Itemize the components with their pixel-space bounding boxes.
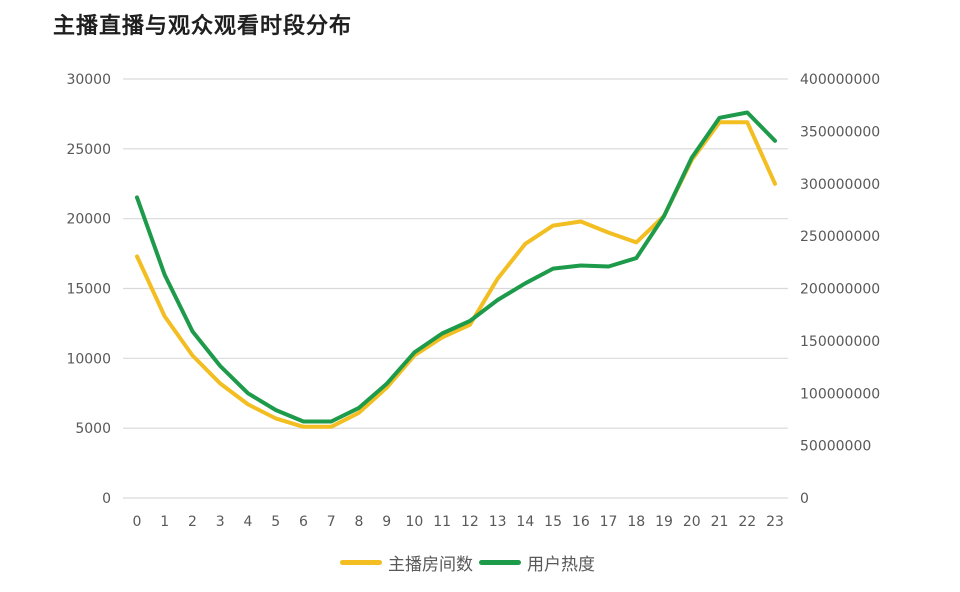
x-tick-label: 19 [655,514,673,530]
x-tick-label: 16 [572,514,590,530]
x-tick-label: 4 [243,514,252,530]
y-right-tick-label: 250000000 [800,229,880,245]
y-left-tick-label: 25000 [66,142,111,158]
chart-title: 主播直播与观众观看时段分布 [53,14,353,39]
legend-label-rooms: 主播房间数 [388,555,473,575]
x-tick-label: 10 [405,514,423,530]
y-left-tick-label: 30000 [66,72,111,88]
legend-swatch-green-icon [479,560,521,565]
x-tick-label: 13 [489,514,507,530]
x-tick-label: 9 [382,514,391,530]
y-right-tick-label: 50000000 [800,439,871,455]
x-tick-label: 14 [516,514,534,530]
y-right-tick-label: 300000000 [800,177,880,193]
x-tick-label: 6 [299,514,308,530]
y-left-tick-label: 10000 [66,351,111,367]
x-tick-label: 2 [188,514,197,530]
x-tick-label: 23 [766,514,784,530]
x-tick-label: 18 [627,514,645,530]
y-left-tick-label: 0 [102,491,111,507]
y-left-tick-label: 20000 [66,212,111,228]
legend-item-heat: 用户热度 [479,550,595,575]
x-tick-label: 17 [600,514,618,530]
legend-item-rooms: 主播房间数 [340,550,473,575]
x-tick-label: 8 [354,514,363,530]
y-left-tick-label: 15000 [66,282,111,298]
x-tick-label: 11 [433,514,451,530]
legend-swatch-yellow-icon [340,560,382,565]
x-tick-label: 15 [544,514,562,530]
y-right-tick-label: 150000000 [800,334,880,350]
y-right-tick-label: 200000000 [800,282,880,298]
series-line [135,110,777,424]
series-line [135,120,777,429]
x-tick-label: 21 [711,514,729,530]
x-tick-label: 0 [133,514,142,530]
legend-label-heat: 用户热度 [527,555,595,575]
y-right-tick-label: 0 [800,491,809,507]
x-tick-label: 12 [461,514,479,530]
x-tick-label: 5 [271,514,280,530]
y-right-tick-label: 100000000 [800,386,880,402]
x-tick-label: 7 [327,514,336,530]
legend: 主播房间数 用户热度 [340,550,595,575]
y-right-tick-label: 400000000 [800,72,880,88]
y-left-tick-label: 5000 [75,421,111,437]
x-tick-label: 3 [216,514,225,530]
x-tick-label: 22 [738,514,756,530]
x-tick-label: 20 [683,514,701,530]
x-tick-label: 1 [160,514,169,530]
y-right-tick-label: 350000000 [800,124,880,140]
